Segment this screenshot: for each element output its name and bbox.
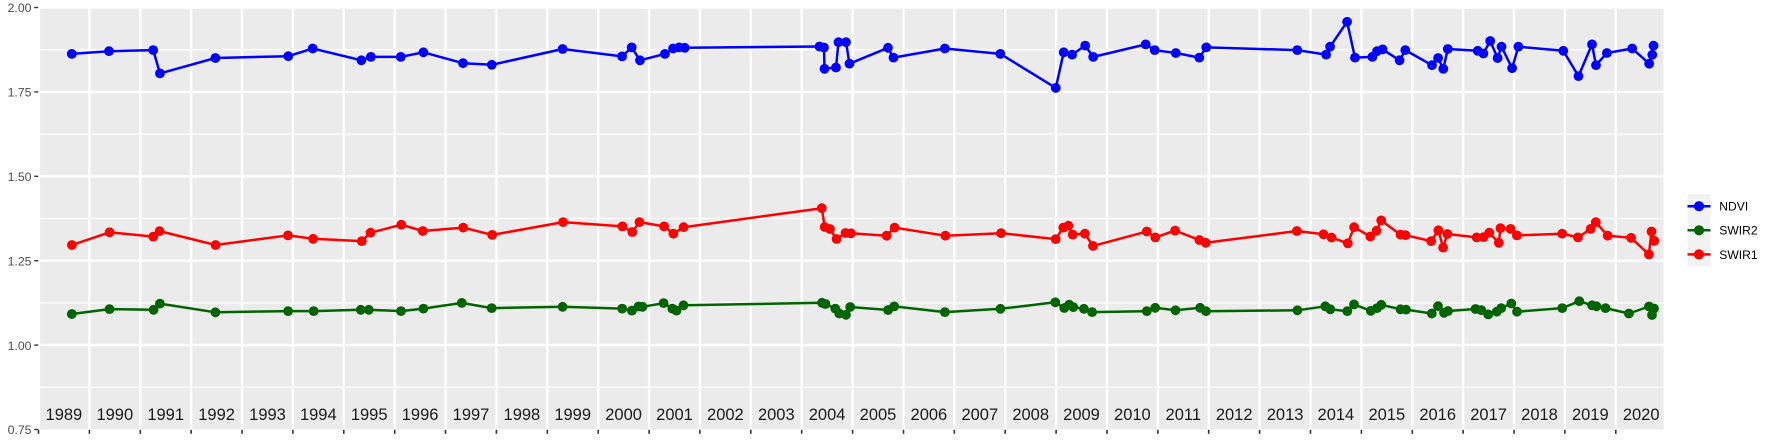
svg-text:2018: 2018: [1521, 406, 1558, 424]
svg-text:2.00: 2.00: [8, 1, 32, 15]
svg-text:1999: 1999: [554, 406, 591, 424]
svg-text:2016: 2016: [1419, 406, 1456, 424]
svg-text:2017: 2017: [1470, 406, 1507, 424]
svg-text:1992: 1992: [198, 406, 235, 424]
svg-text:2007: 2007: [961, 406, 998, 424]
svg-text:2019: 2019: [1572, 406, 1609, 424]
svg-text:2002: 2002: [707, 406, 744, 424]
svg-text:2009: 2009: [1063, 406, 1100, 424]
svg-text:1.75: 1.75: [8, 86, 32, 100]
svg-text:1989: 1989: [46, 406, 83, 424]
svg-text:1990: 1990: [96, 406, 133, 424]
svg-text:2001: 2001: [656, 406, 693, 424]
svg-text:2012: 2012: [1216, 406, 1253, 424]
svg-text:2000: 2000: [605, 406, 642, 424]
svg-text:2011: 2011: [1166, 406, 1201, 424]
svg-text:2006: 2006: [911, 406, 948, 424]
svg-text:2008: 2008: [1012, 406, 1049, 424]
svg-text:SWIR1: SWIR1: [1719, 248, 1758, 262]
svg-text:1993: 1993: [249, 406, 286, 424]
svg-text:1995: 1995: [351, 406, 388, 424]
svg-text:1997: 1997: [453, 406, 490, 424]
svg-text:2015: 2015: [1368, 406, 1405, 424]
svg-text:1998: 1998: [504, 406, 541, 424]
svg-text:SWIR2: SWIR2: [1719, 224, 1758, 238]
svg-text:2004: 2004: [809, 406, 846, 424]
svg-text:0.75: 0.75: [8, 423, 32, 437]
svg-text:1.50: 1.50: [8, 170, 32, 184]
svg-text:1996: 1996: [402, 406, 439, 424]
svg-text:2003: 2003: [758, 406, 795, 424]
svg-text:2013: 2013: [1267, 406, 1304, 424]
svg-text:NDVI: NDVI: [1719, 200, 1748, 214]
svg-text:1.00: 1.00: [8, 339, 32, 353]
svg-text:2005: 2005: [860, 406, 897, 424]
svg-text:1.25: 1.25: [8, 254, 32, 268]
svg-text:2020: 2020: [1623, 406, 1660, 424]
svg-text:1994: 1994: [300, 406, 337, 424]
svg-text:1991: 1991: [147, 406, 184, 424]
svg-text:2014: 2014: [1318, 406, 1355, 424]
svg-text:2010: 2010: [1114, 406, 1151, 424]
